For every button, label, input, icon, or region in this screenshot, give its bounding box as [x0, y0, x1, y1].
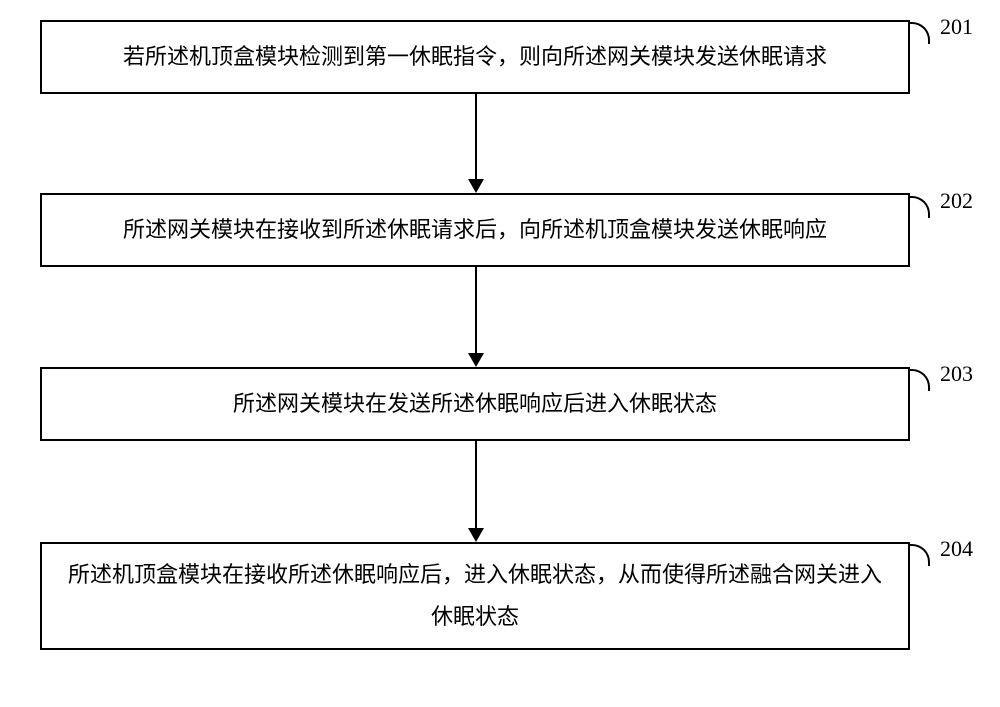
step-number-l2: 202	[940, 188, 973, 214]
flow-arrow	[475, 441, 477, 540]
label-connector	[908, 369, 930, 391]
flow-arrow	[475, 267, 477, 365]
flow-step-b2: 所述网关模块在接收到所述休眠请求后，向所述机顶盒模块发送休眠响应	[40, 193, 910, 267]
label-connector	[908, 544, 930, 566]
label-connector	[908, 196, 930, 218]
label-connector	[908, 22, 930, 44]
flow-step-b1: 若所述机顶盒模块检测到第一休眠指令，则向所述网关模块发送休眠请求	[40, 20, 910, 94]
flowchart-canvas: 若所述机顶盒模块检测到第一休眠指令，则向所述网关模块发送休眠请求所述网关模块在接…	[0, 0, 1000, 707]
flow-step-text: 所述机顶盒模块在接收所述休眠响应后，进入休眠状态，从而使得所述融合网关进入休眠状…	[62, 554, 888, 638]
flow-step-text: 若所述机顶盒模块检测到第一休眠指令，则向所述网关模块发送休眠请求	[123, 36, 827, 78]
step-number-l3: 203	[940, 361, 973, 387]
step-number-l1: 201	[940, 14, 973, 40]
flow-arrow	[475, 94, 477, 191]
flow-step-text: 所述网关模块在发送所述休眠响应后进入休眠状态	[233, 383, 717, 425]
step-number-l4: 204	[940, 536, 973, 562]
flow-step-text: 所述网关模块在接收到所述休眠请求后，向所述机顶盒模块发送休眠响应	[123, 209, 827, 251]
flow-step-b3: 所述网关模块在发送所述休眠响应后进入休眠状态	[40, 367, 910, 441]
flow-step-b4: 所述机顶盒模块在接收所述休眠响应后，进入休眠状态，从而使得所述融合网关进入休眠状…	[40, 542, 910, 650]
